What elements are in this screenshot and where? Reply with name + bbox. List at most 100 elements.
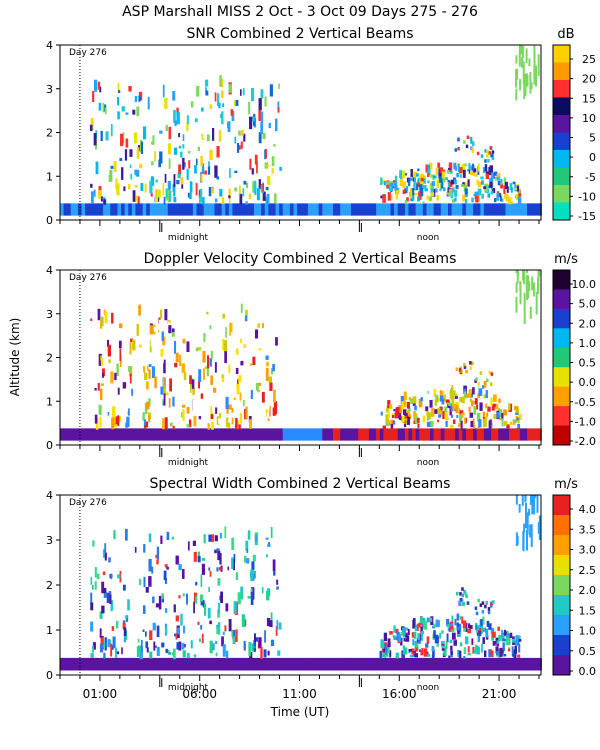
heatmap-cell (211, 534, 215, 542)
heatmap-cell (468, 163, 471, 170)
heatmap-cell (229, 322, 233, 333)
heatmap-cell (500, 178, 503, 185)
colorbar-tick-label: -2.0 (575, 435, 596, 448)
width-panel-title: Spectral Width Combined 2 Vertical Beams (150, 476, 451, 492)
heatmap-cell (149, 657, 154, 671)
heatmap-cell (272, 363, 276, 372)
heatmap-cell (458, 166, 463, 174)
heatmap-cell (333, 203, 338, 216)
heatmap-cell (195, 158, 198, 166)
heatmap-cell (439, 176, 443, 183)
heatmap-cell (420, 409, 423, 413)
heatmap-cell (236, 142, 240, 153)
heatmap-cell (228, 657, 233, 671)
heatmap-cell (468, 166, 471, 174)
heatmap-cell (477, 381, 480, 386)
heatmap-cell (160, 309, 163, 319)
heatmap-cell (271, 203, 277, 216)
heatmap-cell (185, 657, 190, 671)
heatmap-cell (219, 532, 222, 539)
heatmap-cell (498, 657, 503, 671)
heatmap-cell (453, 177, 456, 180)
heatmap-cell (469, 361, 472, 365)
width-x-axis (59, 675, 540, 687)
heatmap-cell (129, 342, 132, 355)
heatmap-cell (144, 425, 147, 430)
heatmap-cell (491, 156, 495, 161)
heatmap-cell (117, 96, 120, 106)
heatmap-cell (195, 581, 198, 586)
heatmap-cell (139, 428, 144, 441)
heatmap-cell (435, 188, 438, 193)
heatmap-cell (216, 567, 219, 572)
heatmap-cell (174, 362, 178, 368)
heatmap-cell (101, 581, 105, 594)
heatmap-cell (262, 132, 266, 139)
colorbar-tick-label: 10 (582, 112, 596, 125)
heatmap-cell (457, 626, 461, 633)
heatmap-cell (218, 657, 223, 671)
heatmap-cell (439, 167, 444, 173)
heatmap-cell (476, 624, 480, 631)
colorbar-segment (553, 555, 570, 576)
heatmap-cell (395, 408, 400, 415)
heatmap-cell (104, 637, 107, 651)
heatmap-cell (214, 198, 218, 203)
heatmap-cell (153, 326, 156, 332)
heatmap-cell (200, 428, 205, 441)
heatmap-cell (148, 369, 151, 379)
heatmap-cell (511, 646, 514, 654)
heatmap-cell (528, 508, 531, 516)
heatmap-cell (297, 428, 302, 441)
heatmap-cell (171, 203, 176, 216)
heatmap-cell (263, 649, 267, 658)
heatmap-cell (449, 639, 453, 644)
heatmap-cell (256, 188, 260, 201)
heatmap-cell (524, 495, 527, 503)
y-tick-label: 2 (46, 352, 53, 365)
heatmap-cell (403, 638, 407, 642)
heatmap-cell (139, 646, 143, 660)
heatmap-cell (232, 558, 235, 571)
heatmap-cell (179, 145, 181, 149)
heatmap-cell (160, 657, 165, 671)
heatmap-cell (262, 366, 266, 370)
colorbar-tick-label: -1.0 (575, 415, 596, 428)
heatmap-cell (394, 203, 399, 216)
heatmap-cell (388, 186, 393, 191)
heatmap-cell (117, 387, 120, 395)
heatmap-cell (99, 628, 102, 638)
heatmap-cell (238, 130, 241, 136)
heatmap-cell (399, 179, 403, 187)
heatmap-cell (516, 270, 519, 277)
heatmap-cell (277, 650, 281, 656)
heatmap-cell (151, 566, 154, 574)
colorbar-tick-label: 0.5 (579, 357, 597, 370)
heatmap-cell (206, 134, 210, 142)
heatmap-cell (258, 382, 262, 386)
heatmap-cell (166, 566, 169, 570)
heatmap-cell (93, 79, 98, 92)
heatmap-cell (113, 657, 118, 671)
heatmap-cell (459, 592, 462, 596)
colorbar-tick-label: 2.5 (579, 564, 597, 577)
heatmap-cell (423, 178, 426, 184)
heatmap-cell (450, 650, 453, 655)
heatmap-cell (444, 428, 449, 441)
heatmap-cell (173, 604, 176, 613)
heatmap-cell (438, 172, 442, 179)
heatmap-cell (409, 654, 414, 658)
heatmap-cell (175, 555, 179, 565)
heatmap-cell (217, 602, 220, 614)
heatmap-cell (165, 188, 168, 199)
colorbar-frame (552, 44, 571, 221)
heatmap-cell (174, 657, 180, 671)
heatmap-cell (460, 420, 463, 430)
heatmap-cell (94, 387, 97, 391)
heatmap-cell (437, 419, 440, 423)
heatmap-cell (210, 414, 214, 420)
heatmap-cell (94, 567, 97, 578)
heatmap-cell (490, 172, 494, 179)
heatmap-cell (258, 132, 262, 144)
heatmap-cell (218, 428, 223, 441)
